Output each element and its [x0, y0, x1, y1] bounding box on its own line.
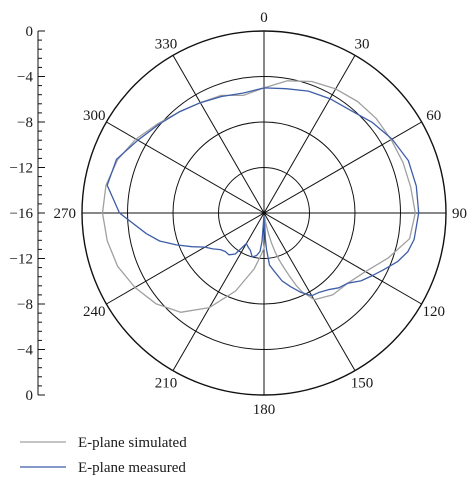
legend-label-simulated: E-plane simulated: [78, 435, 187, 451]
angle-label-300: 300: [83, 108, 106, 124]
radial-tick-label: −8: [17, 297, 33, 313]
radial-tick-label: −12: [10, 161, 33, 177]
angle-label-90: 90: [452, 206, 467, 222]
radial-tick-label: −4: [17, 70, 33, 86]
angle-label-150: 150: [351, 376, 374, 392]
grid-spoke-150: [172, 55, 356, 371]
angle-label-210: 210: [155, 376, 178, 392]
series-layer: [101, 80, 420, 313]
angle-label-30: 30: [355, 36, 370, 52]
series-line-simulated: [101, 80, 416, 313]
polar-grid: [81, 30, 447, 396]
angle-label-240: 240: [83, 304, 106, 320]
angle-label-0: 0: [260, 10, 268, 26]
legend: E-plane simulated E-plane measured: [20, 435, 187, 476]
legend-label-measured: E-plane measured: [78, 460, 186, 476]
radial-tick-label: 0: [26, 24, 34, 40]
radial-tick-label: −8: [17, 115, 33, 131]
radial-axis: 0 −4 −8 −12 −16 −12 −8 −4 0: [10, 24, 45, 404]
radial-tick-label: −12: [10, 252, 33, 268]
angle-label-120: 120: [422, 304, 445, 320]
angle-label-270: 270: [54, 206, 77, 222]
radial-tick-label: 0: [26, 388, 34, 404]
angle-label-180: 180: [253, 402, 276, 418]
radial-tick-label: −4: [17, 343, 33, 359]
series-line-measured: [106, 87, 420, 297]
angle-label-60: 60: [426, 108, 441, 124]
radial-tick-label: −16: [10, 206, 34, 222]
angle-label-330: 330: [155, 36, 178, 52]
angle-labels: 0 30 60 90 120 150 180 210 240 270 300 330: [54, 10, 468, 418]
